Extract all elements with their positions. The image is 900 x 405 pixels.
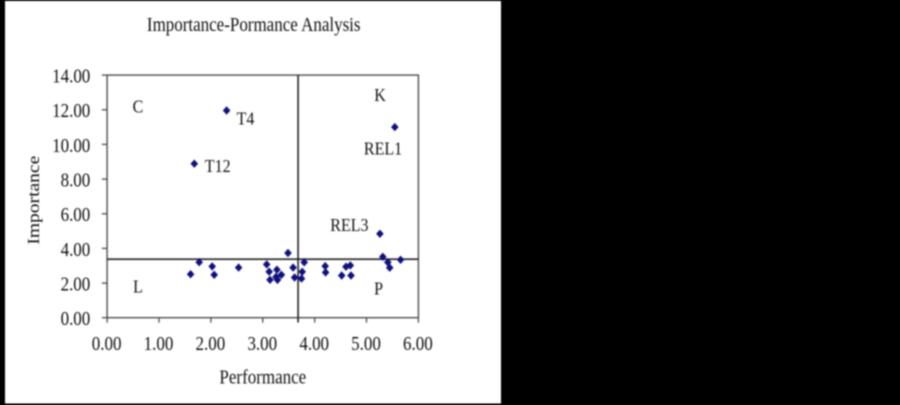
svg-text:3.00: 3.00: [247, 333, 277, 354]
svg-text:L: L: [133, 276, 143, 296]
svg-text:REL3: REL3: [330, 215, 368, 235]
svg-text:T4: T4: [237, 108, 255, 128]
svg-text:P: P: [374, 278, 383, 298]
svg-text:Importance-Pormance Analysis: Importance-Pormance Analysis: [147, 14, 361, 35]
svg-text:REL1: REL1: [364, 138, 402, 158]
svg-text:10.00: 10.00: [52, 135, 90, 156]
svg-text:T12: T12: [205, 156, 231, 176]
svg-text:5.00: 5.00: [351, 333, 381, 354]
svg-text:4.00: 4.00: [61, 239, 91, 260]
svg-text:2.00: 2.00: [61, 273, 91, 294]
svg-text:Performance: Performance: [219, 366, 306, 387]
svg-text:0.00: 0.00: [92, 333, 122, 354]
svg-text:14.00: 14.00: [52, 66, 90, 87]
svg-text:6.00: 6.00: [61, 204, 91, 225]
svg-text:K: K: [374, 85, 386, 105]
svg-text:2.00: 2.00: [196, 333, 226, 354]
svg-text:4.00: 4.00: [299, 333, 329, 354]
svg-text:0.00: 0.00: [61, 308, 91, 329]
svg-text:8.00: 8.00: [61, 169, 91, 190]
svg-text:C: C: [133, 96, 144, 116]
svg-text:12.00: 12.00: [52, 100, 90, 121]
svg-text:1.00: 1.00: [144, 333, 174, 354]
svg-text:6.00: 6.00: [403, 333, 433, 354]
svg-text:Importance: Importance: [24, 156, 43, 245]
